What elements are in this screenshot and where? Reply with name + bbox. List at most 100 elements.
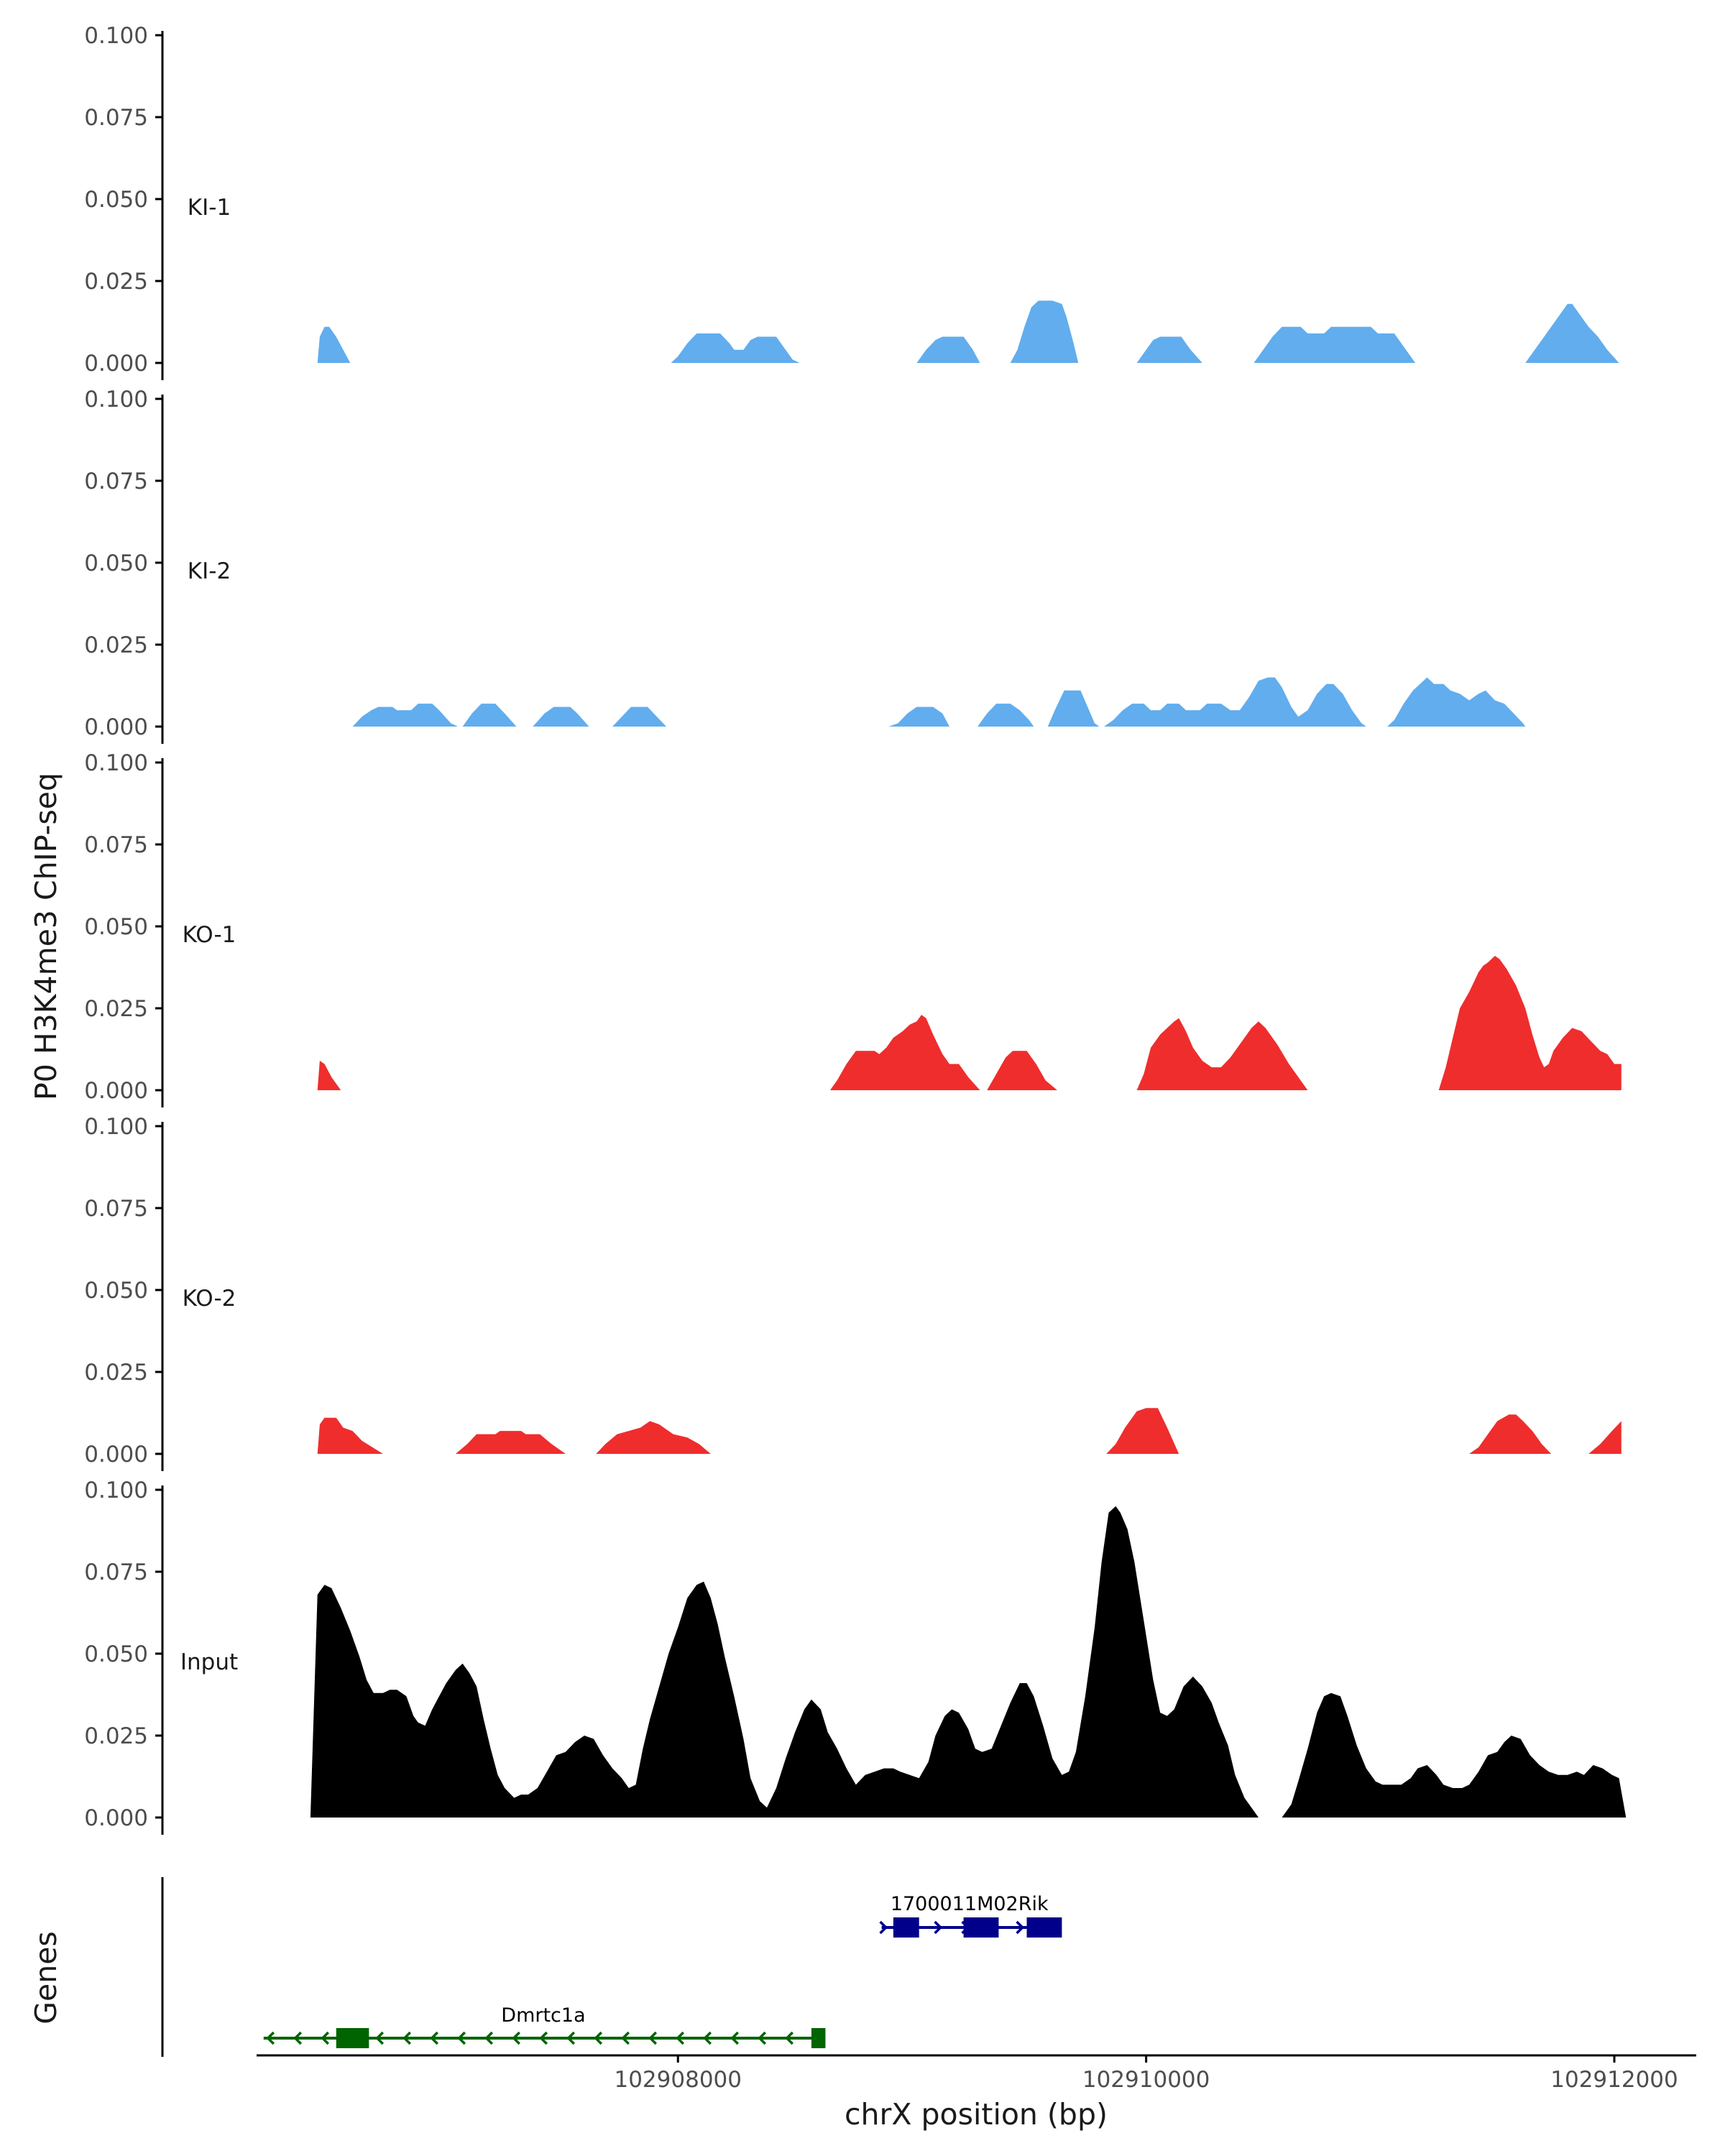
strand-arrow bbox=[375, 2031, 385, 2045]
signal-area bbox=[1588, 1421, 1622, 1454]
strand-arrow bbox=[1016, 1920, 1025, 1935]
signal-area bbox=[916, 336, 980, 363]
signal-area bbox=[317, 1061, 341, 1090]
signal-area bbox=[1136, 336, 1202, 363]
y-tick-label: 0.000 bbox=[84, 351, 148, 377]
signal-area bbox=[1254, 326, 1416, 363]
signal-area bbox=[829, 1015, 980, 1090]
y-axis-title: P0 H3K4me3 ChIP-seq bbox=[29, 773, 63, 1100]
y-tick-label: 0.075 bbox=[84, 469, 148, 494]
x-tick-label: 102908000 bbox=[614, 2067, 742, 2093]
x-tick-label: 102912000 bbox=[1550, 2067, 1678, 2093]
strand-arrow bbox=[539, 2031, 548, 2045]
signal-area bbox=[310, 1506, 1259, 1818]
y-tick-label: 0.050 bbox=[84, 1278, 148, 1304]
signal-area bbox=[1438, 956, 1622, 1090]
genes-axis-title: Genes bbox=[29, 1931, 63, 2024]
strand-arrow bbox=[402, 2031, 412, 2045]
track-panel: 0.000 0.025 0.050 0.075 0.100 KI-2 bbox=[84, 387, 1526, 744]
gene-exon bbox=[893, 1917, 919, 1938]
signal-area bbox=[1106, 1408, 1179, 1454]
y-tick-label: 0.075 bbox=[84, 1196, 148, 1222]
y-tick-label: 0.025 bbox=[84, 1360, 148, 1386]
signal-area bbox=[888, 706, 949, 727]
track-panel: 0.000 0.025 0.050 0.075 0.100 Input bbox=[84, 1478, 1627, 1835]
gene-exon bbox=[811, 2028, 826, 2048]
y-tick-label: 0.000 bbox=[84, 1805, 148, 1831]
strand-arrow bbox=[321, 2031, 330, 2045]
strand-arrow bbox=[566, 2031, 576, 2045]
strand-arrow bbox=[758, 2031, 767, 2045]
strand-arrow bbox=[879, 1920, 888, 1935]
signal-area bbox=[533, 706, 589, 727]
gene-exon bbox=[336, 2028, 369, 2048]
signal-area bbox=[462, 704, 517, 727]
gene-exon bbox=[1026, 1917, 1062, 1938]
signal-area bbox=[455, 1431, 566, 1454]
signal-area bbox=[1136, 1018, 1308, 1090]
track-label: KO-2 bbox=[183, 1286, 236, 1312]
gene-track: Dmrtc1a 1700011M02Rik bbox=[161, 1877, 1062, 2057]
x-axis-title: chrX position (bp) bbox=[845, 2097, 1108, 2132]
y-tick-label: 0.075 bbox=[84, 105, 148, 131]
y-tick-label: 0.100 bbox=[84, 750, 148, 776]
gene-name-label: 1700011M02Rik bbox=[891, 1893, 1049, 1915]
y-tick-label: 0.000 bbox=[84, 1078, 148, 1104]
y-tick-label: 0.050 bbox=[84, 187, 148, 213]
gene-exon bbox=[963, 1917, 999, 1938]
track-label: Input bbox=[180, 1649, 238, 1675]
track-label: KO-1 bbox=[183, 922, 236, 948]
signal-area bbox=[1469, 1414, 1552, 1454]
signal-area bbox=[1104, 677, 1366, 727]
signal-area bbox=[612, 706, 666, 727]
y-tick-label: 0.025 bbox=[84, 269, 148, 295]
strand-arrow bbox=[676, 2031, 685, 2045]
strand-arrow bbox=[730, 2031, 740, 2045]
strand-arrow bbox=[457, 2031, 466, 2045]
signal-area bbox=[1047, 690, 1100, 727]
signal-area bbox=[978, 704, 1034, 727]
signal-area bbox=[1282, 1692, 1627, 1818]
y-tick-label: 0.025 bbox=[84, 996, 148, 1022]
y-tick-label: 0.025 bbox=[84, 632, 148, 658]
y-tick-label: 0.050 bbox=[84, 1641, 148, 1667]
y-tick-label: 0.000 bbox=[84, 714, 148, 740]
y-tick-label: 0.075 bbox=[84, 1560, 148, 1585]
signal-tracks: 0.0000.0250.0500.0750.100KI-10.0000.0250… bbox=[84, 23, 1627, 1835]
y-tick-label: 0.050 bbox=[84, 550, 148, 576]
y-tick-label: 0.000 bbox=[84, 1442, 148, 1468]
strand-arrow bbox=[594, 2031, 603, 2045]
y-tick-label: 0.075 bbox=[84, 832, 148, 858]
signal-area bbox=[671, 333, 800, 363]
gene: Dmrtc1a bbox=[263, 2004, 826, 2048]
strand-arrow bbox=[703, 2031, 712, 2045]
strand-arrow bbox=[621, 2031, 630, 2045]
y-tick-label: 0.100 bbox=[84, 23, 148, 49]
signal-area bbox=[317, 326, 351, 363]
signal-area bbox=[1525, 303, 1619, 363]
y-tick-label: 0.025 bbox=[84, 1723, 148, 1749]
strand-arrow bbox=[484, 2031, 494, 2045]
signal-area bbox=[987, 1051, 1057, 1090]
y-tick-label: 0.100 bbox=[84, 1478, 148, 1503]
track-panel: 0.000 0.025 0.050 0.075 0.100 KO-1 bbox=[84, 750, 1622, 1107]
gene: 1700011M02Rik bbox=[879, 1893, 1062, 1938]
strand-arrow bbox=[934, 1920, 943, 1935]
strand-arrow bbox=[266, 2031, 275, 2045]
gene-name-label: Dmrtc1a bbox=[501, 2004, 585, 2027]
track-panel: 0.000 0.025 0.050 0.075 0.100 KO-2 bbox=[84, 1114, 1622, 1471]
strand-arrow bbox=[512, 2031, 521, 2045]
x-axis: 102908000 102910000 102912000 bbox=[257, 2054, 1696, 2093]
x-tick-label: 102910000 bbox=[1082, 2067, 1210, 2093]
track-label: KI-1 bbox=[188, 195, 231, 221]
signal-area bbox=[1387, 677, 1526, 727]
strand-arrow bbox=[648, 2031, 658, 2045]
strand-arrow bbox=[785, 2031, 794, 2045]
track-label: KI-2 bbox=[188, 558, 231, 584]
strand-arrow bbox=[430, 2031, 439, 2045]
signal-area bbox=[596, 1421, 711, 1454]
signal-area bbox=[352, 704, 459, 727]
y-tick-label: 0.100 bbox=[84, 387, 148, 413]
track-panel: 0.000 0.025 0.050 0.075 0.100 KI-1 bbox=[84, 23, 1619, 380]
